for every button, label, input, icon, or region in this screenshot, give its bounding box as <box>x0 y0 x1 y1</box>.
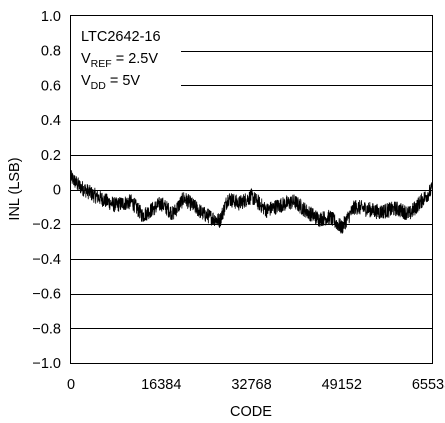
y-tick-label: −0.2 <box>32 217 61 233</box>
plot-frame <box>70 15 433 364</box>
annotation-part-number: LTC2642-16 <box>81 29 161 45</box>
annotation-vref: VREF = 2.5V <box>81 51 158 70</box>
y-tick-label: −0.8 <box>32 321 61 337</box>
annotation-background <box>71 25 181 93</box>
y-tick-label: −0.6 <box>32 287 61 303</box>
y-tick-label: 0 <box>53 183 61 199</box>
y-tick-label: 0.6 <box>41 78 61 94</box>
y-tick-labels: 1.0 0.8 0.6 0.4 0.2 0 −0.2 −0.4 −0.6 −0.8 −1.0 <box>32 9 61 372</box>
x-axis-title: CODE <box>230 404 272 420</box>
y-axis-title: INL (LSB) <box>7 157 23 220</box>
x-tick-label: 0 <box>67 377 75 393</box>
y-tick-label: 0.4 <box>41 113 61 129</box>
y-tick-label: −1.0 <box>32 356 61 372</box>
x-tick-label: 49152 <box>322 377 362 393</box>
x-tick-label: 32768 <box>231 377 271 393</box>
y-tick-label: 1.0 <box>41 9 61 25</box>
inl-series-line <box>70 170 433 234</box>
y-tick-label: 0.8 <box>41 44 61 60</box>
x-tick-label: 65535 <box>412 377 445 393</box>
x-tick-labels: 0 16384 32768 49152 65535 <box>67 377 445 393</box>
x-tick-label: 16384 <box>141 377 181 393</box>
y-tick-label: 0.2 <box>41 148 61 164</box>
y-tick-label: −0.4 <box>32 252 61 268</box>
annotation-vdd: VDD = 5V <box>81 73 140 92</box>
